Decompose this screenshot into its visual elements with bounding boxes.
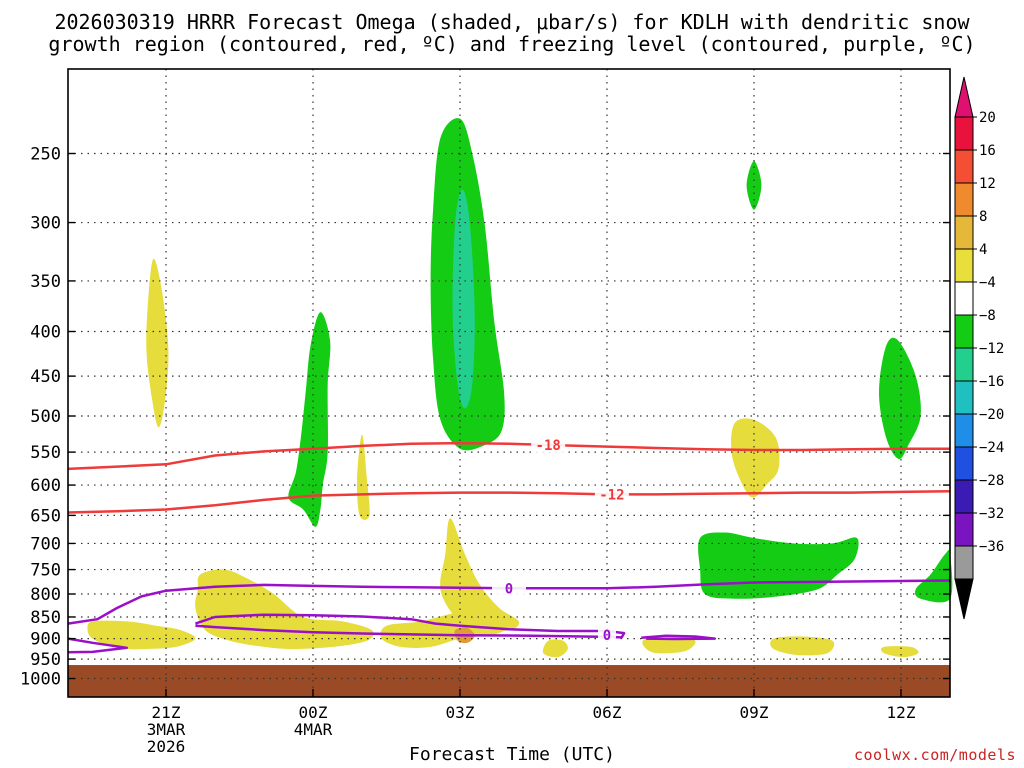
- chart-title-line1: 2026030319 HRRR Forecast Omega (shaded, …: [54, 10, 970, 34]
- omega-shade-4: [195, 569, 374, 649]
- omega-shade-12: [288, 312, 331, 527]
- colorbar-top-arrow: [954, 76, 974, 118]
- omega-shade-16: [879, 337, 921, 460]
- omega-shade-7: [542, 639, 568, 658]
- y-tick-label: 850: [30, 608, 61, 628]
- y-tick-label: 900: [30, 630, 61, 650]
- colorbar-label: −16: [979, 374, 1004, 390]
- colorbar-swatch: [954, 479, 974, 514]
- x-tick-label: 09Z: [740, 703, 769, 722]
- colorbar-label: −32: [979, 506, 1004, 522]
- colorbar-swatch: [954, 116, 974, 151]
- contour-label: -12: [599, 487, 624, 503]
- colorbar-label: 4: [979, 242, 987, 258]
- omega-shade-17: [698, 532, 859, 599]
- x-tick-label: 4MAR: [294, 720, 333, 739]
- y-tick-label: 650: [30, 506, 61, 526]
- shaded-regions-layer: [68, 118, 953, 697]
- colorbar-swatch: [954, 215, 974, 250]
- omega-shade-1: [357, 434, 370, 520]
- y-tick-label: 300: [30, 214, 61, 234]
- contours-layer: -18 -12 0 0: [67, 436, 951, 654]
- colorbar-label: −28: [979, 473, 1004, 489]
- plot-frame: [67, 68, 951, 698]
- omega-shade-9: [731, 418, 780, 498]
- contour-line-0: [67, 441, 950, 471]
- colorbar-label: 20: [979, 110, 996, 126]
- colorbar-swatch: [954, 347, 974, 382]
- contour-label: 0: [505, 581, 513, 597]
- contour-line-5: [641, 634, 717, 641]
- y-tick-label: 450: [30, 367, 61, 387]
- colorbar-label: 12: [979, 176, 996, 192]
- colorbar-label: −24: [979, 440, 1004, 456]
- y-tick-label: 350: [30, 272, 61, 292]
- contour-label-bg: [598, 626, 616, 643]
- colorbar-swatch: [954, 413, 974, 448]
- colorbar-swatch: [954, 149, 974, 184]
- colorbar-label: −8: [979, 308, 996, 324]
- omega-shade-10: [770, 636, 835, 656]
- colorbar-label: −12: [979, 341, 1004, 357]
- y-tick-label: 600: [30, 476, 61, 496]
- x-tick-label: 2026: [147, 737, 186, 756]
- credit-text[interactable]: coolwx.com/models: [853, 746, 1016, 764]
- omega-shade-3: [87, 620, 196, 650]
- x-tick-label: 00Z: [299, 703, 328, 722]
- contour-label-bg: [492, 580, 526, 597]
- x-tick-label: 21Z: [152, 703, 181, 722]
- colorbar-swatch: [954, 314, 974, 349]
- omega-shade-18: [914, 549, 953, 603]
- colorbar-swatch: [954, 545, 974, 580]
- contour-line-2: [67, 579, 951, 625]
- chart-title-line2: growth region (contoured, red, ºC) and f…: [48, 32, 976, 56]
- y-tick-label: 1000: [20, 670, 61, 690]
- colorbar-bottom-arrow: [954, 578, 974, 620]
- colorbar-swatch: [954, 380, 974, 415]
- contour-label-bg: [531, 436, 566, 453]
- contour-line-6: [67, 637, 129, 654]
- omega-shade-0: [146, 258, 169, 428]
- y-tick-label: 250: [30, 145, 61, 165]
- colorbar-swatch: [954, 281, 974, 316]
- colorbar-swatch: [954, 248, 974, 283]
- colorbar-label: −36: [979, 539, 1004, 555]
- colorbar-swatch: [954, 182, 974, 217]
- colorbar: 20 16 12 8 4 −4 −8 −12 −16 −20 −24 −28 −32 −36: [954, 76, 1004, 620]
- y-tick-label: 400: [30, 323, 61, 343]
- y-tick-label: 750: [30, 561, 61, 581]
- contour-label-bg: [594, 486, 629, 503]
- omega-shade-8: [642, 636, 696, 654]
- omega-shade-14: [452, 189, 475, 409]
- contour-label: -18: [536, 438, 561, 454]
- omega-shade-15: [746, 161, 762, 210]
- y-tick-label: 800: [30, 585, 61, 605]
- omega-shade-11: [880, 646, 919, 658]
- y-tick-label: 550: [30, 443, 61, 463]
- colorbar-swatch: [954, 446, 974, 481]
- x-tick-label: 12Z: [887, 703, 916, 722]
- surface-fill: [68, 665, 950, 697]
- colorbar-label: 16: [979, 143, 996, 159]
- grid-layer: [68, 69, 950, 697]
- axes-layer: 2503003504004505005506006507007508008509…: [20, 68, 951, 756]
- x-tick-label: 06Z: [593, 703, 622, 722]
- y-tick-label: 950: [30, 650, 61, 670]
- colorbar-swatch: [954, 512, 974, 547]
- y-tick-label: 700: [30, 534, 61, 554]
- colorbar-label: −4: [979, 275, 996, 291]
- x-tick-label: 3MAR: [147, 720, 186, 739]
- colorbar-label: 8: [979, 209, 987, 225]
- x-tick-label: 03Z: [446, 703, 475, 722]
- x-axis-title: Forecast Time (UTC): [409, 744, 615, 765]
- contour-label: 0: [603, 628, 611, 644]
- y-tick-label: 500: [30, 407, 61, 427]
- contour-line-1: [67, 490, 951, 514]
- colorbar-label: −20: [979, 407, 1004, 423]
